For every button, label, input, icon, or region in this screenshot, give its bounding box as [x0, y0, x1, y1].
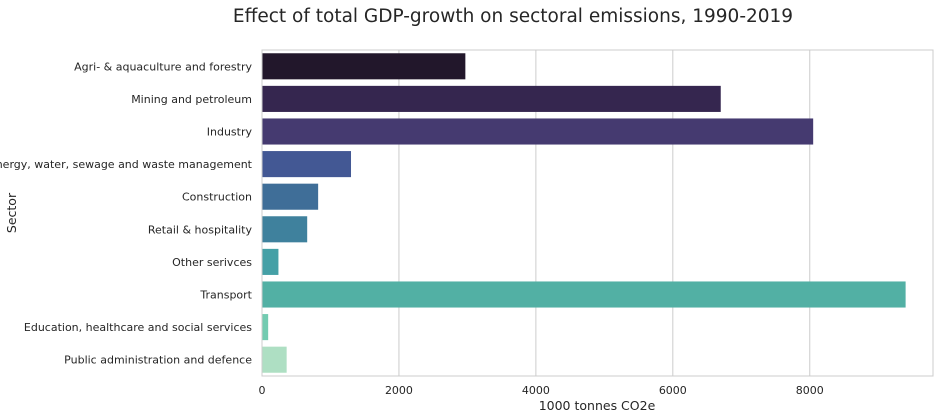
chart-title: Effect of total GDP-growth on sectoral e… — [233, 6, 793, 27]
x-tick-labels: 0 2000 4000 6000 8000 — [259, 384, 824, 397]
y-tick-label: Retail & hospitality — [148, 223, 253, 236]
bars — [262, 53, 906, 373]
y-tick-label: Energy, water, sewage and waste manageme… — [0, 158, 253, 171]
y-tick-label: Transport — [199, 289, 252, 302]
bar — [262, 85, 721, 112]
bar — [262, 183, 319, 210]
x-axis-label: 1000 tonnes CO2e — [539, 398, 656, 413]
bar — [262, 118, 814, 145]
y-tick-label: Construction — [182, 191, 252, 204]
y-axis-label: Sector — [4, 192, 19, 233]
x-tick-label: 2000 — [385, 384, 413, 397]
x-tick-label: 6000 — [659, 384, 687, 397]
y-tick-label: Agri- & aquaculture and forestry — [74, 60, 252, 73]
bar — [262, 281, 906, 308]
bar — [262, 53, 466, 80]
x-tick-label: 0 — [259, 384, 266, 397]
y-tick-label: Other serivces — [172, 256, 252, 269]
x-tick-label: 8000 — [796, 384, 824, 397]
bar — [262, 248, 279, 275]
y-tick-labels: Agri- & aquaculture and forestry Mining a… — [0, 60, 253, 366]
bar — [262, 346, 287, 373]
y-tick-label: Industry — [207, 126, 253, 139]
bar — [262, 216, 308, 243]
bar — [262, 314, 269, 341]
bar — [262, 151, 352, 178]
y-tick-label: Mining and petroleum — [131, 93, 252, 106]
y-tick-label: Public administration and defence — [64, 354, 252, 367]
x-tick-label: 4000 — [522, 384, 550, 397]
plot-frame — [261, 49, 934, 377]
y-tick-label: Education, healthcare and social service… — [24, 321, 252, 334]
